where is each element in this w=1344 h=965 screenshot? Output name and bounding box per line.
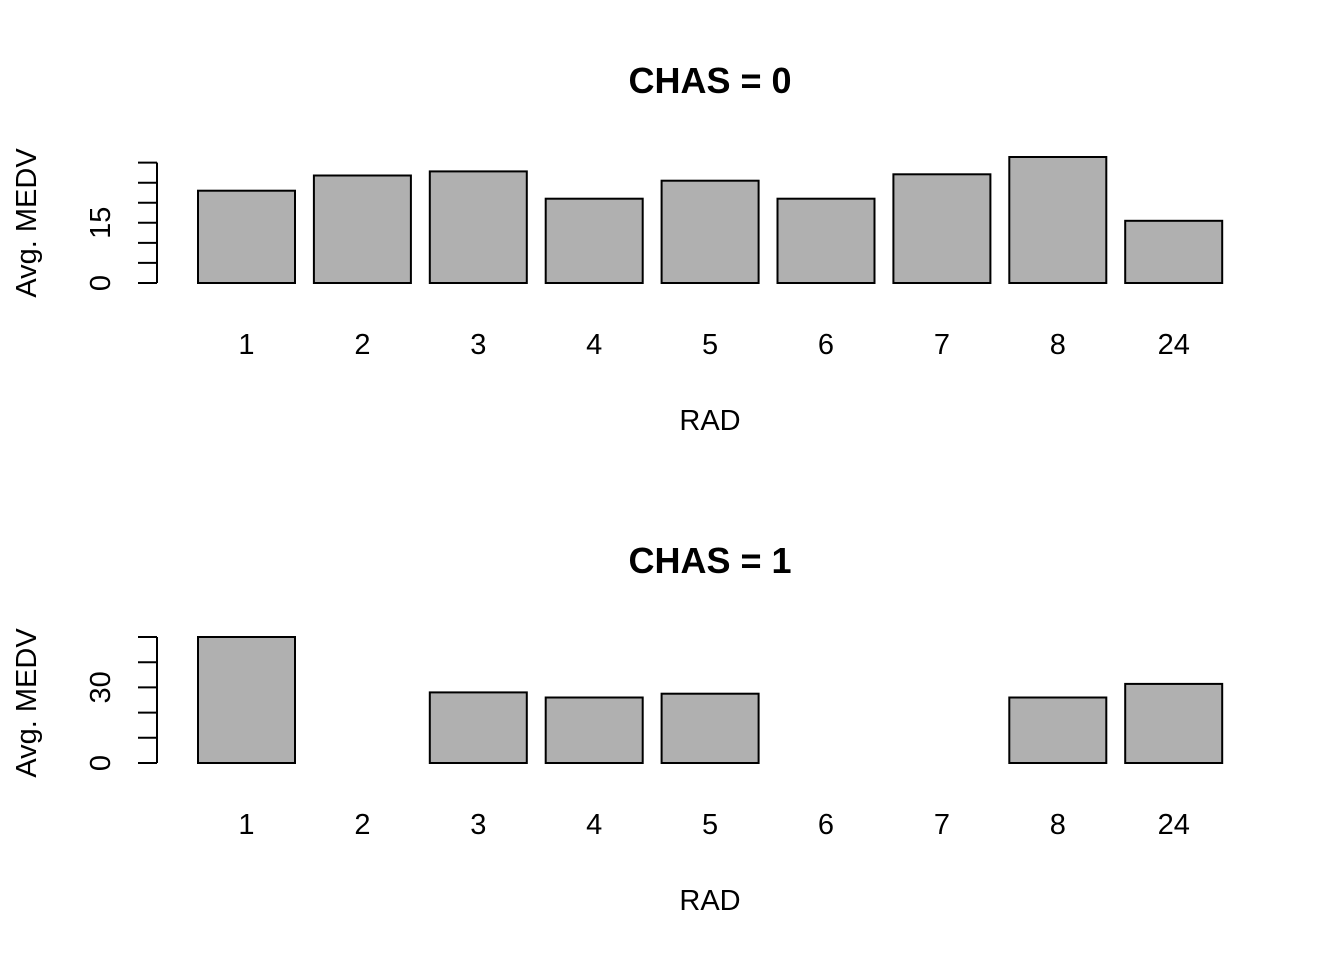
y-axis-label: Avg. MEDV — [11, 628, 43, 778]
bar-rad-24 — [1124, 682, 1224, 765]
x-axis-label: RAD — [679, 405, 740, 437]
y-tick-label: 30 — [85, 671, 117, 703]
bar-rad-1 — [197, 636, 296, 764]
y-axis: 0 15 — [85, 161, 158, 291]
x-tick-label: 24 — [1158, 329, 1190, 361]
x-tick-label: 7 — [934, 809, 950, 841]
y-axis-label: Avg. MEDV — [11, 148, 43, 298]
bar-group — [197, 156, 1224, 285]
x-tick-label: 6 — [818, 809, 834, 841]
x-tick-label: 2 — [354, 329, 370, 361]
x-tick-label: 1 — [238, 809, 254, 841]
x-tick-label: 1 — [238, 329, 254, 361]
bar-rad-3 — [428, 691, 528, 765]
bar-rad-2 — [312, 174, 412, 284]
x-tick-label: 24 — [1158, 809, 1190, 841]
bar-rad-7 — [892, 173, 992, 284]
bar-rad-24 — [1124, 219, 1224, 285]
bar-rad-5 — [660, 692, 760, 765]
panel-chas-0: CHAS = 0 RAD Avg. MEDV 0 15 1 2 3 4 5 6 7 8 24 — [11, 60, 1224, 437]
x-tick-label: 7 — [934, 329, 950, 361]
chart-title: CHAS = 1 — [628, 540, 791, 581]
bar-rad-5 — [660, 179, 760, 284]
x-tick-label: 2 — [354, 809, 370, 841]
x-tick-label: 8 — [1050, 329, 1066, 361]
x-tick-labels: 1 2 3 4 5 6 7 8 24 — [238, 809, 1189, 841]
x-tick-label: 4 — [586, 329, 602, 361]
x-tick-label: 8 — [1050, 809, 1066, 841]
x-tick-label: 5 — [702, 809, 718, 841]
x-tick-label: 4 — [586, 809, 602, 841]
panel-chas-1: CHAS = 1 RAD Avg. MEDV 0 30 1 2 3 4 5 6 7 8 24 — [11, 540, 1224, 917]
y-tick-label: 0 — [85, 275, 117, 291]
bar-rad-8 — [1008, 156, 1108, 284]
bar-rad-6 — [776, 197, 876, 284]
bar-rad-3 — [428, 170, 528, 284]
y-axis: 0 30 — [85, 636, 158, 771]
x-tick-label: 5 — [702, 329, 718, 361]
x-axis-label: RAD — [679, 885, 740, 917]
chart-title: CHAS = 0 — [628, 60, 791, 101]
x-tick-label: 3 — [470, 329, 486, 361]
bar-group — [197, 636, 1224, 765]
bar-rad-4 — [544, 197, 644, 284]
x-tick-label: 3 — [470, 809, 486, 841]
bar-rad-1 — [197, 189, 296, 284]
bar-rad-8 — [1008, 696, 1108, 764]
x-tick-label: 6 — [818, 329, 834, 361]
y-tick-label: 0 — [85, 755, 117, 771]
x-tick-labels: 1 2 3 4 5 6 7 8 24 — [238, 329, 1189, 361]
y-tick-label: 15 — [85, 207, 117, 239]
bar-rad-4 — [544, 696, 644, 764]
